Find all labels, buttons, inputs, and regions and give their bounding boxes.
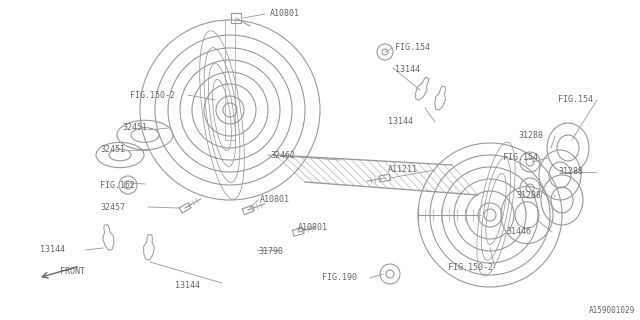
Text: 31288: 31288 [558,167,583,177]
Text: 31790: 31790 [258,247,283,257]
Text: 32457: 32457 [100,204,125,212]
Text: FIG.162: FIG.162 [100,181,135,190]
Text: 31446: 31446 [506,228,531,236]
Text: A159001029: A159001029 [589,306,635,315]
Text: 31288: 31288 [518,132,543,140]
Text: 13144: 13144 [388,117,413,126]
Text: FIG.154: FIG.154 [558,95,593,105]
Text: 32462: 32462 [270,150,295,159]
Text: 13144: 13144 [40,245,65,254]
Text: 32451: 32451 [122,124,147,132]
Text: FIG.190: FIG.190 [322,274,357,283]
Text: A11211: A11211 [388,165,418,174]
Text: FIG.150-2: FIG.150-2 [448,263,493,273]
Text: A10801: A10801 [270,10,300,19]
Text: FIG.154: FIG.154 [395,44,430,52]
Text: 13144: 13144 [395,66,420,75]
Text: FIG.150-2: FIG.150-2 [130,91,175,100]
Text: FIG.154: FIG.154 [503,154,538,163]
Text: 31288: 31288 [516,190,541,199]
Text: 13144: 13144 [175,281,200,290]
Text: 32451: 32451 [100,146,125,155]
Text: FRONT: FRONT [60,268,85,276]
Text: A10801: A10801 [298,223,328,233]
Text: A10801: A10801 [260,196,290,204]
